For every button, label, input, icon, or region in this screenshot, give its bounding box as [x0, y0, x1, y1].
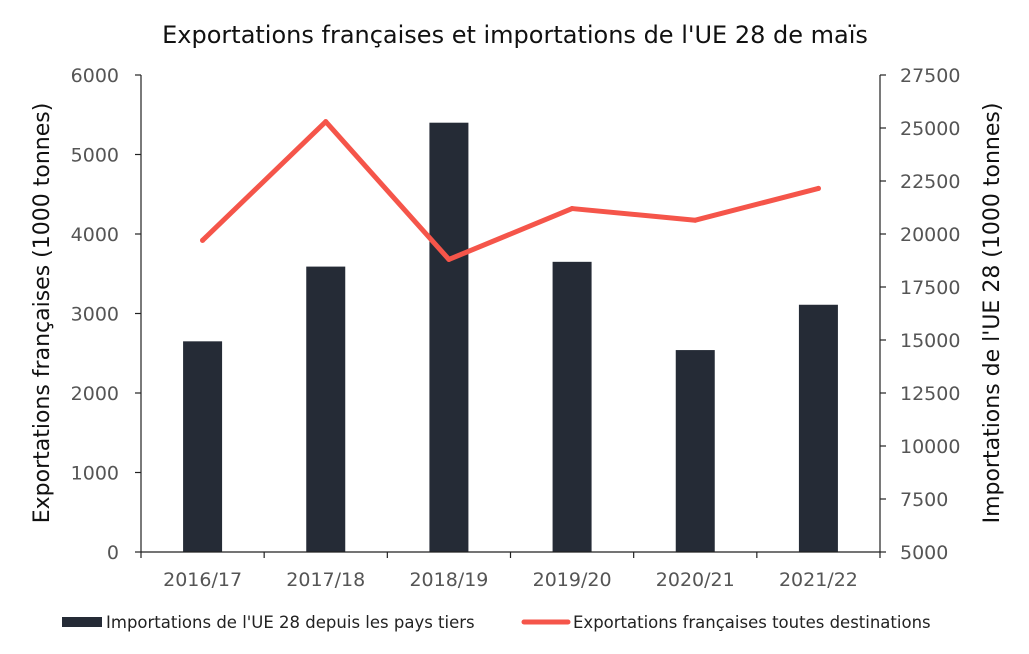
- line-point-2018-19: [446, 256, 452, 262]
- left-tick-label: 1000: [71, 463, 119, 485]
- right-tick-label: 27500: [900, 65, 960, 87]
- bar-2016-17: [183, 341, 223, 552]
- bar-2018-19: [429, 122, 469, 552]
- x-axis-ticks: 2016/17 2017/18 2018/19 2019/20 2020/21 2021/…: [140, 552, 881, 591]
- right-axis-title: Importations de l'UE 28 (1000 tonnes): [980, 103, 1005, 524]
- line-point-2017-18: [323, 119, 329, 125]
- x-tick-label: 2017/18: [286, 569, 365, 591]
- legend-bar-swatch: [62, 617, 102, 627]
- left-axis-title: Exportations françaises (1000 tonnes): [30, 103, 55, 524]
- bar-2017-18: [306, 266, 346, 552]
- left-tick-label: 0: [107, 542, 119, 564]
- right-axis-ticks: 5000 7500 10000 12500 15000 17500 20000 22500 25…: [880, 65, 960, 564]
- right-tick-label: 10000: [900, 436, 960, 458]
- legend-line-label: Exportations françaises toutes destinati…: [573, 613, 931, 632]
- left-tick-label: 4000: [71, 224, 119, 246]
- left-tick-label: 2000: [71, 383, 119, 405]
- left-tick-label: 3000: [71, 304, 119, 326]
- left-axis-ticks: 0 1000 2000 3000 4000 5000 6000: [71, 65, 141, 564]
- line-point-2020-21: [692, 217, 698, 223]
- x-tick-label: 2016/17: [163, 569, 242, 591]
- legend-bar-label: Importations de l'UE 28 depuis les pays …: [106, 613, 475, 632]
- left-tick-label: 6000: [71, 65, 119, 87]
- exports-line: [200, 119, 821, 262]
- bar-2020-21: [675, 350, 715, 552]
- line-point-2019-20: [569, 206, 575, 212]
- bar-layer: [183, 122, 838, 552]
- x-tick-label: 2021/22: [779, 569, 858, 591]
- legend: Importations de l'UE 28 depuis les pays …: [62, 613, 931, 632]
- right-tick-label: 22500: [900, 171, 960, 193]
- x-tick-label: 2018/19: [409, 569, 488, 591]
- chart-title: Exportations françaises et importations …: [162, 21, 868, 49]
- x-tick-label: 2020/21: [656, 569, 735, 591]
- line-point-2016-17: [200, 237, 206, 243]
- bar-2021-22: [798, 304, 838, 552]
- right-tick-label: 5000: [900, 542, 948, 564]
- line-point-2021-22: [815, 185, 821, 191]
- right-tick-label: 17500: [900, 277, 960, 299]
- right-tick-label: 12500: [900, 383, 960, 405]
- bar-2019-20: [552, 261, 592, 552]
- right-tick-label: 7500: [900, 489, 948, 511]
- right-tick-label: 25000: [900, 118, 960, 140]
- right-tick-label: 15000: [900, 330, 960, 352]
- line-layer: [200, 119, 821, 262]
- right-tick-label: 20000: [900, 224, 960, 246]
- left-tick-label: 5000: [71, 145, 119, 167]
- x-tick-label: 2019/20: [533, 569, 612, 591]
